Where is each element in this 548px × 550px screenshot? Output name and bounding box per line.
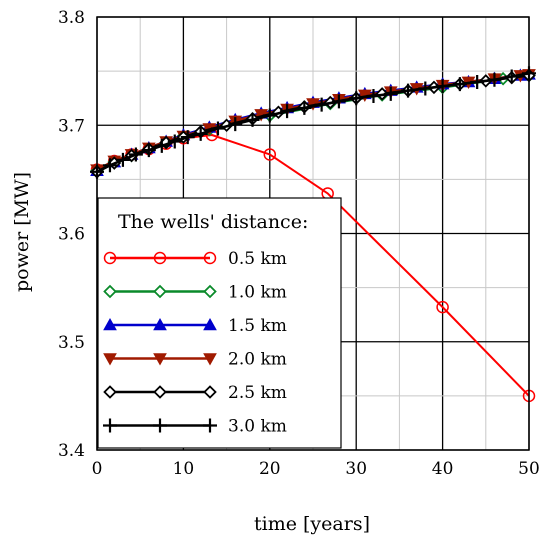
legend-title: The wells' distance: bbox=[118, 211, 308, 233]
legend-marker bbox=[103, 251, 117, 265]
data-point-3-0-km bbox=[452, 77, 467, 92]
legend-label: 2.5 km bbox=[228, 383, 287, 403]
legend-marker bbox=[153, 317, 167, 331]
legend-marker bbox=[103, 353, 117, 366]
legend-entry-1-0-km: 1.0 km bbox=[103, 283, 287, 303]
data-point-3-0-km bbox=[102, 158, 117, 173]
data-point-3-0-km bbox=[141, 143, 156, 158]
data-point-3-0-km bbox=[228, 117, 243, 132]
legend-entry-2-0-km: 2.0 km bbox=[103, 350, 287, 370]
legend-entry-0-5-km: 0.5 km bbox=[103, 249, 287, 269]
legend-marker bbox=[203, 251, 217, 265]
legend-label: 3.0 km bbox=[228, 417, 287, 437]
y-tick-label: 3.7 bbox=[58, 116, 85, 136]
data-point-3-0-km bbox=[366, 89, 381, 104]
data-point-3-0-km bbox=[470, 74, 485, 89]
data-point-3-0-km bbox=[210, 121, 225, 136]
x-tick-label: 10 bbox=[173, 459, 195, 479]
series-3-0-km bbox=[90, 66, 536, 179]
legend-marker bbox=[203, 385, 217, 399]
legend-entries: 0.5 km 1.0 km 1.5 km 2.0 km 2.5 km 3.0 km bbox=[103, 249, 287, 437]
legend-marker bbox=[103, 317, 117, 331]
data-point-3-0-km bbox=[383, 86, 398, 101]
legend-label: 1.5 km bbox=[228, 316, 287, 336]
data-point-3-0-km bbox=[401, 83, 416, 98]
y-axis-label: power [MW] bbox=[11, 172, 33, 292]
legend-marker bbox=[153, 385, 167, 399]
legend: The wells' distance: 0.5 km 1.0 km 1.5 km 2… bbox=[97, 197, 342, 449]
series-layer bbox=[90, 66, 536, 403]
data-point-3-0-km bbox=[180, 130, 195, 145]
x-tick-label: 30 bbox=[345, 459, 367, 479]
legend-marker bbox=[203, 353, 217, 366]
legend-marker bbox=[153, 284, 167, 299]
data-point-0-5-km bbox=[263, 148, 277, 161]
data-point-3-0-km bbox=[349, 91, 364, 106]
data-point-3-0-km bbox=[297, 100, 312, 115]
legend-label: 2.0 km bbox=[228, 350, 287, 370]
data-point-3-0-km bbox=[504, 69, 519, 84]
legend-entry-2-5-km: 2.5 km bbox=[103, 383, 287, 403]
series-line-3-0-km bbox=[96, 72, 530, 173]
legend-marker bbox=[203, 418, 217, 433]
legend-marker bbox=[153, 418, 167, 433]
data-point-3-0-km bbox=[167, 134, 182, 149]
legend-marker bbox=[153, 251, 167, 265]
data-point-0-5-km bbox=[436, 300, 449, 314]
data-point-3-0-km bbox=[435, 79, 450, 94]
data-point-3-0-km bbox=[331, 94, 346, 109]
data-point-3-0-km bbox=[418, 81, 433, 96]
data-point-3-0-km bbox=[262, 108, 277, 123]
x-tick-label: 0 bbox=[92, 459, 103, 479]
legend-marker bbox=[153, 353, 167, 366]
plot-frame bbox=[96, 16, 530, 451]
x-tick-label: 40 bbox=[432, 459, 454, 479]
data-point-3-0-km bbox=[154, 138, 169, 153]
legend-marker bbox=[103, 385, 117, 399]
legend-marker bbox=[103, 284, 117, 299]
data-point-3-0-km bbox=[115, 152, 130, 167]
legend-box bbox=[97, 197, 342, 449]
y-tick-label: 3.4 bbox=[58, 441, 85, 461]
legend-marker bbox=[203, 317, 217, 331]
x-tick-label: 20 bbox=[259, 459, 281, 479]
legend-entry-1-5-km: 1.5 km bbox=[103, 316, 287, 336]
x-tick-label: 50 bbox=[518, 459, 540, 479]
y-tick-label: 3.8 bbox=[58, 8, 85, 28]
y-tick-label: 3.6 bbox=[58, 225, 85, 245]
legend-label: 0.5 km bbox=[228, 249, 287, 269]
data-point-3-0-km bbox=[280, 104, 295, 119]
legend-marker bbox=[203, 284, 217, 299]
tick-labels: 0 10 20 30 40 50 3.4 3.5 3.6 3.7 3.8 bbox=[58, 8, 540, 479]
data-point-3-0-km bbox=[128, 147, 143, 162]
legend-entry-3-0-km: 3.0 km bbox=[103, 417, 287, 437]
legend-marker bbox=[103, 418, 117, 433]
legend-label: 1.0 km bbox=[228, 283, 287, 303]
y-tick-label: 3.5 bbox=[58, 333, 85, 353]
data-point-3-0-km bbox=[314, 97, 329, 112]
data-point-3-0-km bbox=[245, 112, 260, 127]
data-point-3-0-km bbox=[487, 72, 502, 87]
data-point-3-0-km bbox=[193, 126, 208, 141]
x-axis-label: time [years] bbox=[254, 513, 370, 535]
